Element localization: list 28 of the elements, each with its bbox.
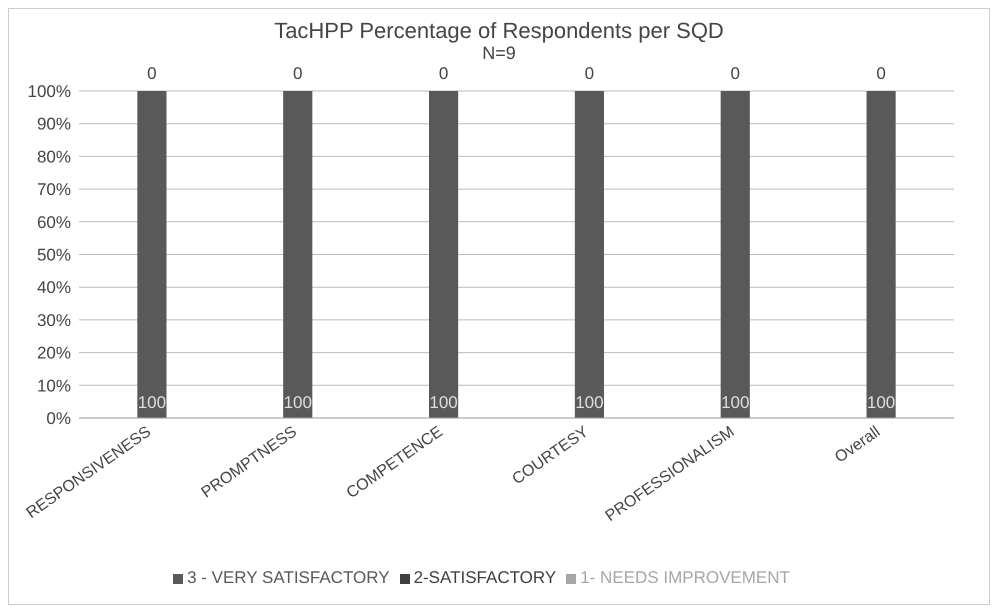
y-tick-label: 20% <box>36 344 71 363</box>
y-tick-label: 60% <box>36 212 71 232</box>
data-label: 0 <box>147 64 157 83</box>
data-label: 100 <box>284 393 312 412</box>
data-label: 100 <box>429 393 458 412</box>
y-tick-label: 50% <box>36 246 71 265</box>
data-label: 0 <box>876 64 886 83</box>
legend-label: 3 - VERY SATISFACTORY <box>187 568 390 587</box>
y-tick-label: 0% <box>46 409 71 428</box>
y-tick-label: 100% <box>28 82 71 102</box>
y-tick-label: 70% <box>36 180 71 200</box>
y-tick-label: 80% <box>36 147 71 166</box>
legend-label: 1- NEEDS IMPROVEMENT <box>580 568 790 587</box>
y-tick-label: 90% <box>36 114 71 134</box>
data-label: 0 <box>584 64 594 83</box>
data-label: 0 <box>293 64 302 83</box>
chart-title: TacHPP Percentage of Respondents per SQD <box>273 18 725 43</box>
y-tick-label: 10% <box>36 376 71 396</box>
legend-label: 2-SATISFACTORY <box>414 568 556 587</box>
y-tick-label: 30% <box>36 310 71 330</box>
data-label: 0 <box>438 64 448 83</box>
data-label: 100 <box>575 393 604 412</box>
data-label: 0 <box>730 64 740 83</box>
y-tick-label: 40% <box>36 278 71 298</box>
data-label: 100 <box>138 393 166 412</box>
data-label: 100 <box>866 393 896 412</box>
chart-subtitle: N=9 <box>481 43 517 63</box>
data-label: 100 <box>721 393 750 412</box>
